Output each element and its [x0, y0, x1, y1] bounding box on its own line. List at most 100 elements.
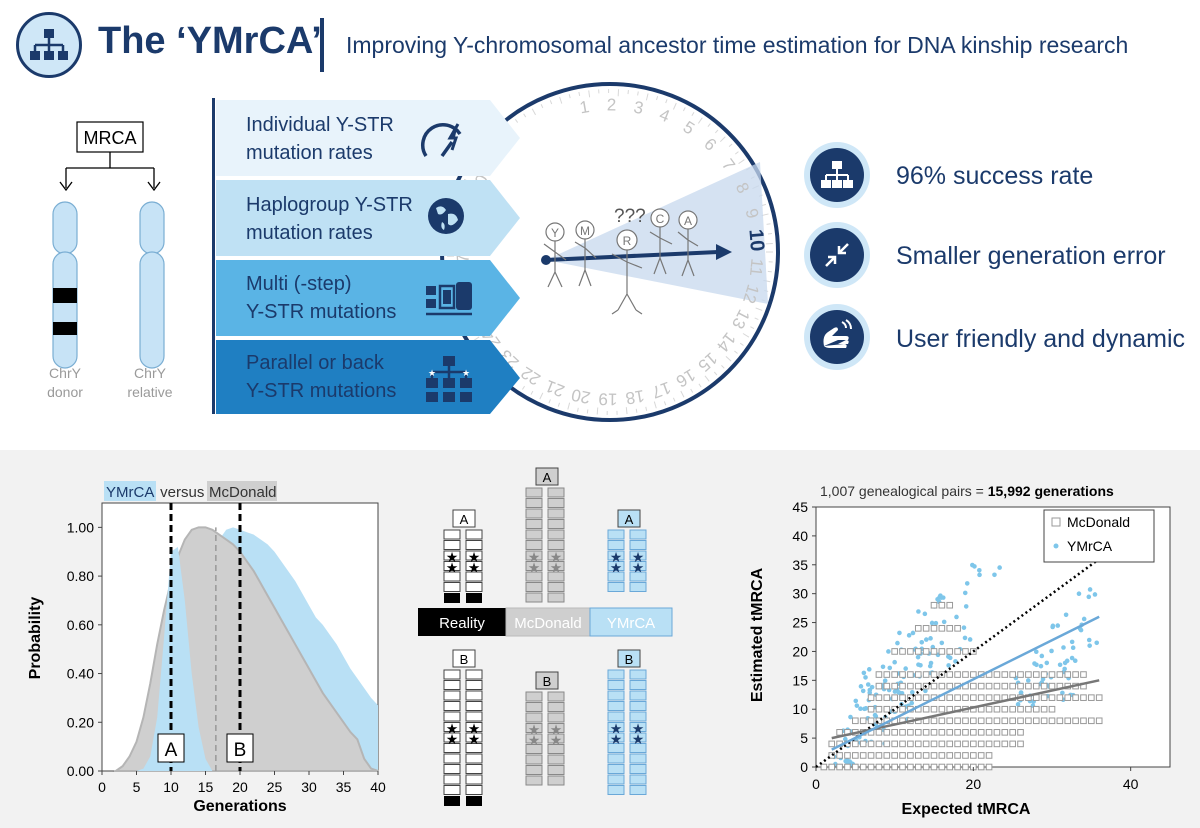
clock-tick	[514, 119, 519, 123]
donor-label: ChrY donor	[47, 365, 83, 400]
mcdonald-point	[1048, 705, 1056, 713]
mutation-star-icon: ★	[528, 549, 541, 565]
mcdonald-point	[859, 752, 867, 759]
x-tick-label: 0	[98, 779, 106, 795]
mcdonald-point	[1064, 717, 1072, 725]
scatter-legend-ymrca: YMrCA	[1067, 538, 1113, 554]
ymrca-point	[843, 736, 848, 742]
mcdonald-point	[1001, 729, 1009, 736]
clock-tick	[625, 407, 628, 415]
mcdonald-point	[1080, 694, 1087, 701]
chromosome-donor	[52, 201, 78, 369]
advantage-badge-2	[804, 222, 870, 288]
ymrca-point	[1076, 591, 1082, 597]
mutation-star-icon: ★	[632, 731, 645, 747]
mcdonald-point	[946, 671, 954, 678]
mcdonald-point	[993, 740, 1001, 748]
mcdonald-point	[1001, 740, 1009, 748]
tmrca-scatter-chart: 1,007 genealogical pairs = 15,992 genera…	[749, 483, 1171, 818]
tree-label-b-reality: B	[460, 652, 469, 667]
mcdonald-point	[938, 729, 946, 736]
mutation-star-icon: ★	[446, 731, 459, 747]
tree-cell	[465, 680, 483, 690]
mcdonald-point	[977, 729, 985, 736]
clock-tick	[665, 99, 668, 104]
x-tick-label: 40	[370, 779, 386, 795]
y-tick-label: 0.20	[67, 714, 94, 730]
ymrca-point	[997, 565, 1002, 570]
mcdonald-point	[922, 648, 930, 655]
tree-cell	[465, 690, 483, 701]
ymrca-point	[903, 666, 908, 671]
mcdonald-point	[985, 729, 993, 736]
mcdonald-point	[946, 601, 954, 609]
mcdonald-point	[985, 705, 993, 713]
ymrca-point	[929, 620, 935, 626]
mcdonald-point	[922, 671, 930, 678]
mcdonald-point	[867, 740, 875, 748]
mcdonald-point	[899, 740, 906, 748]
legend-ymrca-bg	[104, 481, 156, 501]
ymrca-point	[860, 688, 866, 694]
reality-column-a: ★★★★	[443, 529, 483, 603]
clock-tick	[728, 143, 733, 148]
tree-cell	[465, 540, 483, 550]
tree-cell	[547, 529, 565, 540]
clock-hand-arrow	[716, 244, 732, 260]
clock-tick	[725, 356, 732, 362]
tree-cell	[547, 723, 565, 733]
ymrca-point	[1015, 702, 1021, 707]
hierarchy-icon	[821, 161, 853, 188]
tree-cell	[443, 732, 461, 743]
clock-tick	[750, 326, 755, 329]
tree-cap	[466, 796, 482, 806]
tree-cell	[547, 765, 565, 775]
mcdonald-point	[985, 740, 993, 748]
ymrca-point	[880, 664, 886, 670]
ymrca-point	[964, 581, 970, 586]
mcdonald-point	[883, 752, 891, 759]
tree-cell	[607, 529, 625, 540]
mcdonald-point	[930, 705, 938, 713]
legend-reality-box	[418, 608, 506, 636]
mcdonald-point	[1009, 682, 1016, 690]
mcdonald-point	[1048, 717, 1056, 725]
clock-tick	[713, 371, 718, 376]
tree-cell	[525, 550, 543, 561]
mcdonald-point	[1088, 694, 1095, 701]
x-tick-label: 15	[198, 779, 214, 795]
legend-ymrca: YMrCA	[106, 484, 154, 501]
clock-number-12: 12	[739, 282, 763, 306]
mcdonald-point	[938, 648, 946, 655]
ymrca-point	[892, 689, 898, 694]
mcdonald-point	[875, 705, 883, 713]
ymrca-point	[977, 572, 982, 578]
scatter-y-tick-label: 0	[800, 759, 808, 775]
tree-cell	[443, 550, 461, 561]
mcdonald-point	[922, 763, 930, 771]
tree-cell	[629, 711, 647, 722]
mcdonald-point	[962, 729, 969, 736]
ymrca-point	[938, 593, 943, 598]
mcdonald-point	[946, 694, 954, 701]
mcdonald-point	[1017, 717, 1024, 725]
ymrca-point	[1086, 594, 1092, 600]
mcdonald-point	[930, 717, 938, 725]
title-divider	[320, 18, 324, 72]
mcdonald-point	[946, 740, 954, 748]
mcdonald-point	[867, 705, 875, 713]
mcdonald-point	[891, 763, 898, 771]
tree-cell	[443, 680, 461, 690]
scatter-title-prefix: 1,007 genealogical pairs = 15,992 genera…	[820, 483, 1114, 499]
tree-cell	[525, 571, 543, 582]
ymrca-point	[1062, 660, 1068, 666]
tree-label-a-mcdonald-box	[535, 467, 559, 486]
clock-tick	[653, 401, 657, 409]
mcdonald-point	[977, 763, 985, 771]
ymrca-point	[886, 649, 891, 654]
y-tick-label: 1.00	[67, 519, 94, 535]
clock-highlight-sector	[546, 162, 768, 304]
mcdonald-point	[930, 763, 938, 771]
ymrca-point	[927, 663, 933, 669]
mutation-star-icon: ★	[610, 549, 623, 565]
